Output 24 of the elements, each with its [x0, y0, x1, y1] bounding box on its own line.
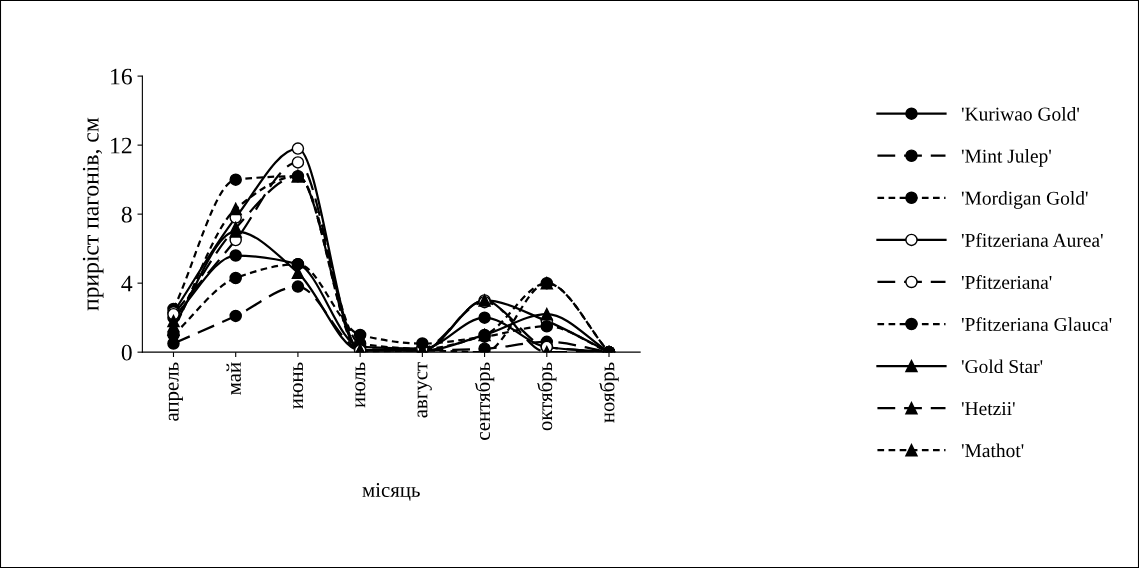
y-tick-label: 12	[111, 137, 132, 154]
legend-label: 'Pfitzeriana Aurea'	[961, 233, 1103, 247]
x-tick-label: октябрь	[537, 362, 557, 431]
legend-label: 'Mathot'	[961, 443, 1024, 458]
x-tick-label: ноябрь	[599, 362, 619, 423]
legend-label: 'Kuriwao Gold'	[961, 106, 1080, 121]
legend-label: 'Gold Star'	[961, 359, 1043, 374]
legend-label: 'Pfitzeriana Glauca'	[961, 317, 1112, 332]
x-tick-label: апрель	[168, 362, 183, 421]
x-tick-label: сентябрь	[474, 362, 495, 440]
legend-label: 'Pfitzeriana'	[961, 275, 1052, 289]
legend-label: 'Hetzii'	[961, 402, 1015, 416]
x-axis-title: місяць	[362, 483, 420, 501]
x-tick-label: июль	[355, 362, 366, 408]
y-tick-label: 0	[121, 344, 132, 361]
y-axis-title: приріст пагонів, см	[82, 117, 104, 311]
y-tick-label: 4	[121, 275, 133, 292]
legend-label: 'Mordigan Gold'	[961, 191, 1088, 209]
x-tick-label: август	[417, 362, 432, 418]
y-tick-label: 16	[111, 68, 132, 85]
y-tick-label: 8	[121, 206, 132, 223]
legend-label: 'Mint Julep'	[961, 149, 1051, 167]
x-tick-label: май	[226, 362, 241, 395]
x-tick-label: июнь	[293, 362, 304, 409]
